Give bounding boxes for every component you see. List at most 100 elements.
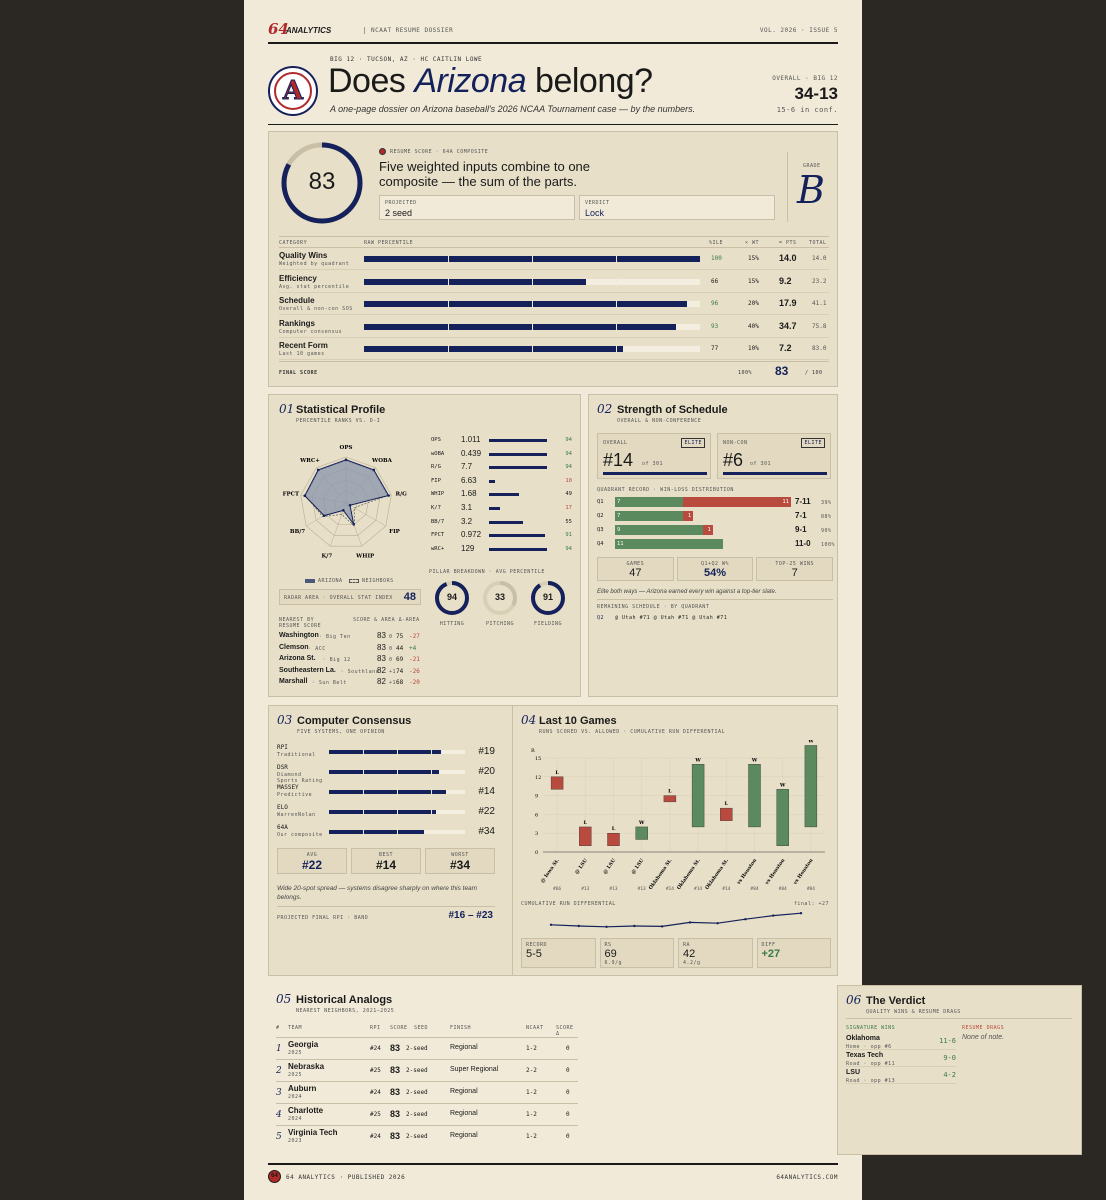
radar-point <box>352 522 356 526</box>
verdict-sub: QUALITY WINS & RESUME DRAGS <box>866 1009 961 1015</box>
quad-pct: 90% <box>821 528 832 534</box>
radar-axis-label: FIP <box>389 529 400 535</box>
pillar-ring <box>435 581 469 615</box>
legend-arizona-swatch <box>305 579 315 583</box>
radar-axis-label: R/G <box>396 491 408 497</box>
analog-col-header: FINISH <box>450 1025 472 1031</box>
analog-delta: 0 <box>566 1045 570 1052</box>
quad-wins-bar: 7 <box>615 511 684 521</box>
metric-name: R/G <box>431 464 441 471</box>
neighbor-score: 82 <box>377 677 386 686</box>
game-opponent-label: @ LSU <box>630 856 646 875</box>
elite-badge: ELITE <box>801 438 825 448</box>
footer-logo: 64 <box>268 1170 281 1183</box>
metric-value: 3.2 <box>461 516 473 526</box>
metric-pct: 91 <box>565 532 572 539</box>
projected-box: PROJECTED 2 seed <box>379 195 575 220</box>
metric-pct: 94 <box>565 545 572 552</box>
pillar-value: 91 <box>542 592 553 602</box>
record-value: 34-13 <box>794 84 838 103</box>
game-bar <box>776 789 789 846</box>
game-result-label: L <box>725 801 729 807</box>
metric-row: FIP 6.63 10 <box>429 476 574 488</box>
system-row: RPI Traditional #19 <box>277 744 495 762</box>
cum-label: CUMULATIVE RUN DIFFERENTIAL <box>521 901 616 907</box>
neighbor-name: Washington <box>279 632 319 639</box>
score-value: 83 <box>308 168 336 195</box>
games-value: 47 <box>629 567 642 579</box>
analog-ncaat: 1-2 <box>526 1089 537 1096</box>
metric-bar <box>489 452 548 456</box>
cum-diff-line <box>550 912 802 928</box>
score-pct: 77 <box>711 345 719 352</box>
analog-rank: 3 <box>276 1088 282 1098</box>
score-row: Efficiency Avg. stat percentile 66 15% 9.2 23… <box>279 271 829 293</box>
rpi-band: #16 – #23 <box>448 910 494 921</box>
quad-row: Q4 11 11-0 100% <box>597 539 835 550</box>
analog-seed: 2-seed <box>406 1133 428 1140</box>
analog-finish: Regional <box>450 1132 478 1139</box>
sos-overall-rank: #14 <box>603 450 634 470</box>
analog-team: Charlotte <box>288 1106 324 1115</box>
sos-noncon-card: NON-CON ELITE #6 of 301 <box>717 433 831 479</box>
analog-year: 2024 <box>288 1094 303 1100</box>
system-bar <box>329 830 425 834</box>
system-bar <box>329 810 437 814</box>
game-result-label: L <box>668 789 672 795</box>
last10-panel: 04 Last 10 Games RUNS SCORED VS. ALLOWED… <box>512 705 838 976</box>
radar-point <box>303 494 307 498</box>
neighbor-row: Washington · Big Ten 83 0 75 -27 <box>279 631 424 642</box>
quad-losses-bar: 11 <box>683 497 791 507</box>
cum-diff-point <box>772 914 775 917</box>
win-team: Texas Tech <box>846 1052 884 1059</box>
system-name: RPI <box>277 744 288 751</box>
game-opp-rank: #84 <box>750 886 758 890</box>
score-row: Rankings Computer consensus 93 40% 34.7 75.8 <box>279 316 829 338</box>
score-weight: 10% <box>748 345 759 352</box>
final-score-value: 83 <box>775 364 789 378</box>
score-total: 41.1 <box>812 300 827 307</box>
score-row: Recent Form Last 10 games 77 10% 7.2 83.0 <box>279 338 829 360</box>
top25-value: 7 <box>791 567 798 579</box>
cum-diff-point <box>605 925 608 928</box>
score-category-sub: Weighted by quadrant <box>279 261 350 267</box>
percentile-bar <box>364 301 687 307</box>
quad-row: Q1 7 11 7-11 39% <box>597 497 833 508</box>
game-opp-rank: #13 <box>638 886 646 890</box>
quad-label: QUADRANT RECORD · WIN-LOSS DISTRIBUTION <box>597 487 734 493</box>
metric-row: BB/7 3.2 55 <box>429 517 574 529</box>
avg-rank: #22 <box>301 858 323 872</box>
verdict-title: The Verdict <box>866 995 926 1007</box>
analog-score: 83 <box>390 1131 401 1141</box>
game-opp-rank: #84 <box>779 886 787 890</box>
analog-rpi: #25 <box>370 1067 381 1074</box>
final-max: / 100 <box>805 370 823 376</box>
record-label: OVERALL · BIG 12 <box>772 75 838 82</box>
metric-name: K/7 <box>431 505 441 511</box>
brand-logo-number: 64 <box>268 20 289 38</box>
consensus-sub: FIVE SYSTEMS, ONE OPINION <box>297 729 385 735</box>
system-rank: #22 <box>478 806 495 817</box>
issue-label: VOL. 2026 · ISSUE 5 <box>759 27 838 34</box>
cum-diff-point <box>799 912 803 915</box>
y-tick-label: 12 <box>535 775 541 781</box>
analog-team: Auburn <box>288 1084 317 1093</box>
win-score: 4-2 <box>943 1071 956 1079</box>
analog-col-header: SCORE <box>390 1025 408 1031</box>
game-bar <box>748 764 761 828</box>
analog-team: Georgia <box>288 1040 319 1049</box>
system-name: ELO <box>277 804 288 811</box>
percentile-bar <box>364 346 623 352</box>
neighbor-row: Clemson · ACC 83 0 44 +4 <box>279 643 424 654</box>
statistical-profile-panel: 01 Statistical Profile PERCENTILE RANKS … <box>268 394 581 697</box>
analog-seed: 2-seed <box>406 1089 428 1096</box>
logo-letter: A <box>282 76 304 107</box>
pillar-name: PITCHING <box>485 621 515 627</box>
section-label: NCAAT RESUME DOSSIER <box>364 27 453 34</box>
sos-noncon-rank: #6 <box>723 450 744 470</box>
analog-delta: 0 <box>566 1111 570 1118</box>
record-conf: 15-6 in conf. <box>776 106 838 114</box>
game-result-label: W <box>807 740 814 744</box>
pillar-name: HITTING <box>439 621 465 627</box>
neighbor-score: 83 <box>377 642 386 652</box>
